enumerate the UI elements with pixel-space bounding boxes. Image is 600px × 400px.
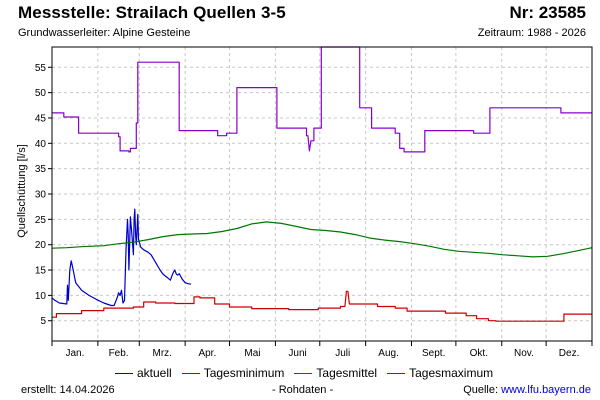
- series-line-tagesmaximum: [52, 46, 592, 153]
- y-tick-label: 35: [35, 164, 47, 175]
- legend-label-aktuell: aktuell: [137, 366, 172, 380]
- axis-layer: 5 10 15 20 25 30 35 40 45 50 55 Jan. Feb. Mrz. Apr. Mai…: [35, 46, 593, 359]
- created-info: erstellt: 14.04.2026: [21, 384, 115, 396]
- series-line-aktuell: [51, 208, 192, 307]
- legend-item-tagesminimum: Tagesminimum: [181, 366, 285, 380]
- source-link[interactable]: www.lfu.bayern.de: [501, 384, 591, 396]
- grid-layer: [52, 47, 592, 341]
- created-date: 14.04.2026: [59, 384, 115, 396]
- x-tick-label: Aug.: [378, 348, 399, 359]
- aquifer-subtitle: Grundwasserleiter: Alpine Gesteine: [18, 27, 191, 39]
- y-tick-label: 30: [35, 190, 47, 201]
- y-tick-label: 50: [35, 88, 47, 99]
- series-layer: [51, 46, 593, 322]
- source-label: Quelle:: [463, 384, 499, 396]
- created-label: erstellt:: [21, 384, 57, 396]
- x-tick-label: Nov.: [514, 348, 534, 359]
- x-tick-label: Dez.: [559, 348, 580, 359]
- legend-item-tagesmittel: Tagesmittel: [294, 366, 377, 380]
- x-tick-label: Juni: [288, 348, 306, 359]
- legend-label-tagesminimum: Tagesminimum: [203, 366, 285, 380]
- legend-swatch-aktuell: [115, 372, 133, 374]
- period-label: Zeitraum: 1988 - 2026: [477, 27, 586, 39]
- legend-label-tagesmaximum: Tagesmaximum: [409, 366, 494, 380]
- y-tick-label: 15: [35, 266, 47, 277]
- legend-label-tagesmittel: Tagesmittel: [316, 366, 378, 380]
- y-tick-label: 45: [35, 113, 47, 124]
- chart-title: Messstelle: Strailach Quellen 3-5: [18, 3, 286, 22]
- y-tick-label: 55: [35, 63, 47, 74]
- legend-item-tagesmaximum: Tagesmaximum: [387, 366, 493, 380]
- y-tick-label: 25: [35, 215, 47, 226]
- raw-data-note: - Rohdaten -: [272, 384, 334, 396]
- x-tick-label: Okt.: [470, 348, 488, 359]
- series-line-tagesminimum: [52, 290, 592, 322]
- legend-swatch-tagesminimum: [181, 372, 200, 374]
- source-info: Quelle: www.lfu.bayern.de: [463, 384, 591, 396]
- x-tick-label: Juli: [335, 348, 350, 359]
- series-line-tagesmittel: [51, 221, 593, 258]
- legend-swatch-tagesmittel: [294, 372, 313, 374]
- x-tick-label: Mrz.: [152, 348, 171, 359]
- x-tick-label: Mai: [244, 348, 260, 359]
- legend-item-aktuell: aktuell: [115, 366, 172, 380]
- legend-swatch-tagesmaximum: [387, 372, 406, 374]
- x-tick-label: Feb.: [109, 348, 129, 359]
- y-tick-label: 10: [35, 291, 47, 302]
- station-number: Nr: 23585: [509, 3, 586, 22]
- y-tick-label: 40: [35, 139, 47, 150]
- x-tick-label: Apr.: [198, 348, 216, 359]
- y-tick-label: 5: [40, 316, 46, 327]
- chart-legend: aktuell Tagesminimum Tagesmittel Tagesma…: [115, 366, 503, 380]
- x-tick-label: Sept.: [422, 348, 445, 359]
- y-tick-label: 20: [35, 240, 47, 251]
- x-tick-label: Jan.: [65, 348, 84, 359]
